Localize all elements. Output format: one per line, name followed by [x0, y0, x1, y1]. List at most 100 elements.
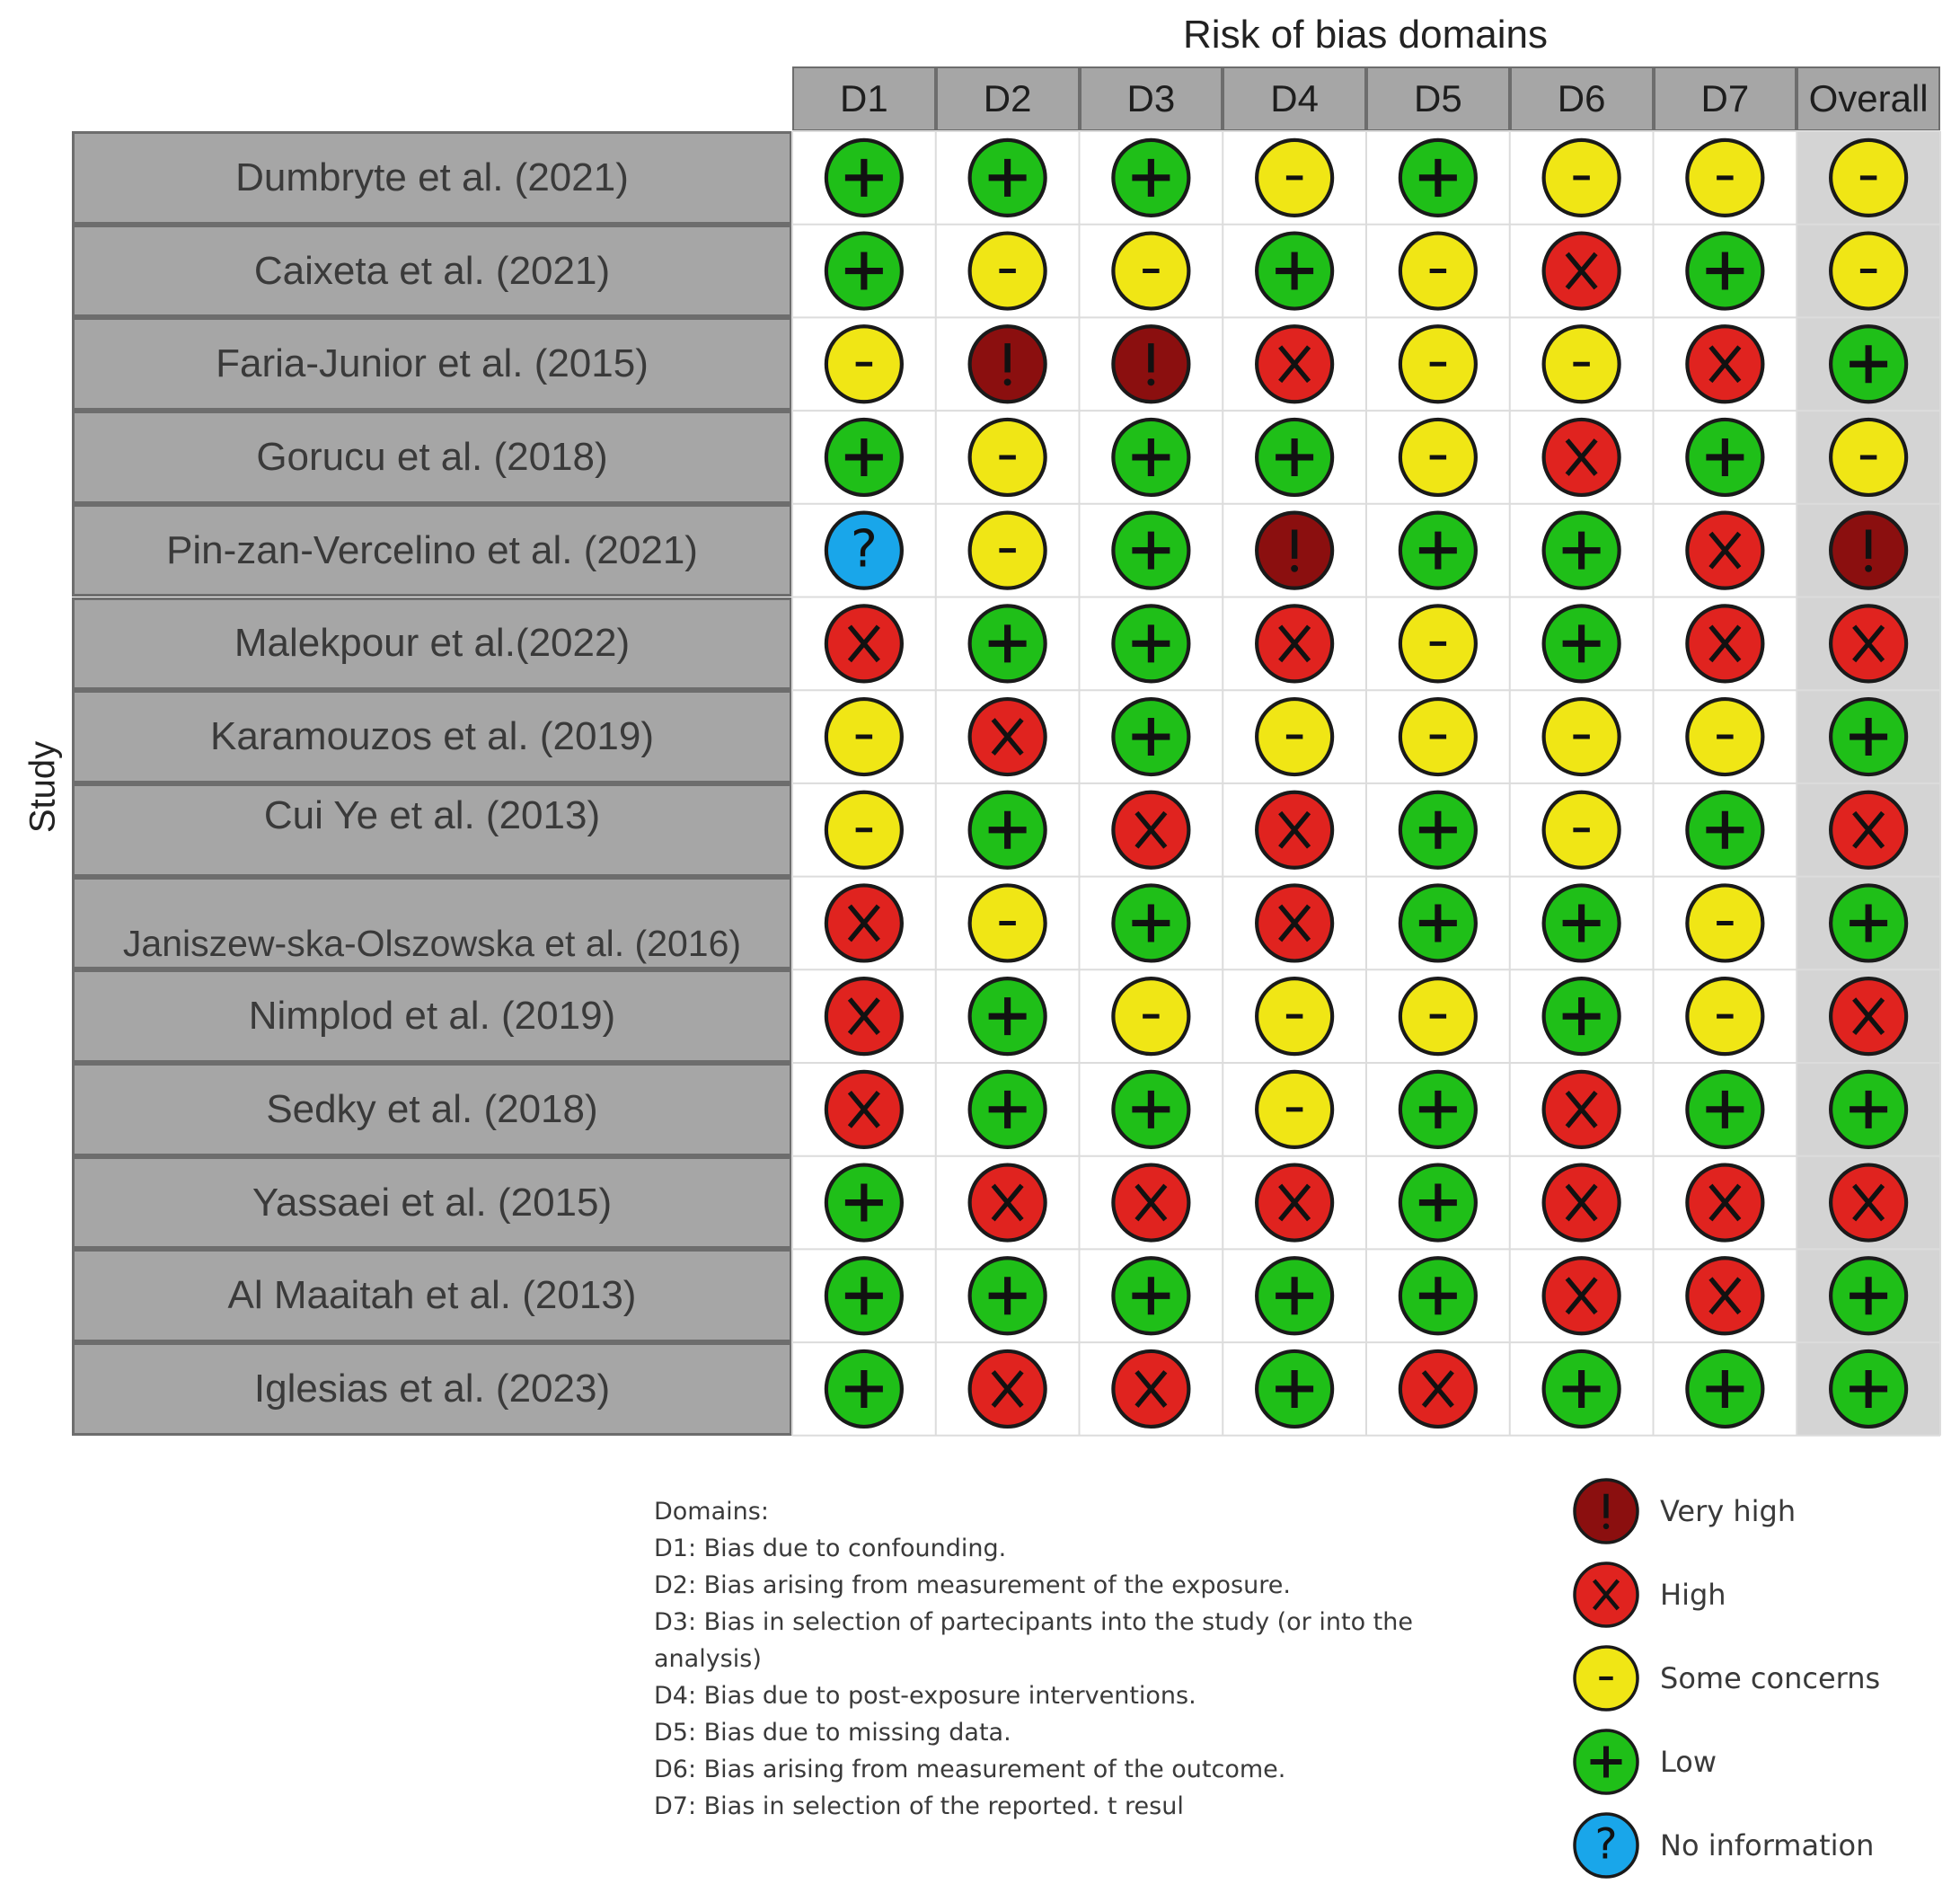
- rating-cell: [824, 1349, 904, 1429]
- x-icon: [1565, 1277, 1598, 1315]
- rating-cell: [824, 696, 904, 777]
- exclamation-dot: [1003, 378, 1011, 386]
- rating-cell: [1398, 1256, 1478, 1336]
- rating-cell: [1398, 604, 1478, 684]
- domain-note: D5: Bias due to missing data.: [654, 1719, 1011, 1747]
- plus-icon: [1132, 904, 1170, 942]
- rating-cell: [967, 1163, 1047, 1243]
- rating-cell: [1398, 324, 1478, 404]
- rating-cell: [1685, 137, 1765, 217]
- rating-cell: [1398, 510, 1478, 590]
- rating-cell: [1255, 1349, 1335, 1429]
- plus-icon: [1276, 252, 1314, 290]
- rating-cell: [1398, 696, 1478, 777]
- rating-cell: [967, 790, 1047, 870]
- rating-cell: [967, 1349, 1047, 1429]
- x-icon: [1565, 252, 1598, 290]
- x-icon: [1565, 1183, 1598, 1222]
- question-icon: ?: [1594, 1820, 1617, 1870]
- plus-icon: [844, 158, 883, 197]
- study-label: Nimplod et al. (2019): [72, 969, 792, 1063]
- rating-cell: [1541, 324, 1621, 404]
- rating-cell: [1829, 1256, 1909, 1336]
- x-icon: [847, 624, 880, 663]
- x-icon: [1708, 1183, 1742, 1222]
- question-icon: ?: [851, 519, 878, 579]
- plus-icon: [1706, 1090, 1744, 1128]
- rating-cell: [1255, 137, 1335, 217]
- study-label: Dumbryte et al. (2021): [72, 131, 792, 225]
- column-header-d3: D3: [1079, 66, 1223, 131]
- rating-cell: [1255, 604, 1335, 684]
- legend-marker: [1573, 1729, 1639, 1795]
- plus-icon: [1132, 1090, 1170, 1128]
- plus-icon: [1562, 904, 1601, 942]
- plus-icon: [844, 1183, 883, 1222]
- x-icon: [1135, 1370, 1168, 1408]
- plus-icon: [1706, 810, 1744, 849]
- plus-icon: [1706, 438, 1744, 476]
- rating-cell: [824, 604, 904, 684]
- x-icon: [1278, 345, 1311, 384]
- rating-cell: [967, 510, 1047, 590]
- plus-icon: [1850, 1090, 1888, 1128]
- rating-cell: [1541, 790, 1621, 870]
- rating-cell: [1685, 1163, 1765, 1243]
- rating-cell: [824, 883, 904, 963]
- rating-cell: [967, 883, 1047, 963]
- rating-cell: [1255, 1163, 1335, 1243]
- x-icon: [1421, 1370, 1454, 1408]
- plus-icon: [1418, 158, 1457, 197]
- rating-cell: [1111, 324, 1191, 404]
- chart-title: Risk of bias domains: [1183, 13, 1548, 57]
- rating-cell: [824, 1256, 904, 1336]
- rating-cell: [1111, 510, 1191, 590]
- plus-icon: [1850, 1277, 1888, 1315]
- rating-cell: [1685, 883, 1765, 963]
- rating-cell: [1255, 324, 1335, 404]
- domain-note: D1: Bias due to confounding.: [654, 1535, 1007, 1562]
- legend-marker: [1573, 1645, 1639, 1712]
- rating-cell: [1829, 417, 1909, 498]
- rating-cell: [1685, 696, 1765, 777]
- rating-cell: [1541, 231, 1621, 311]
- rating-cell: [1255, 696, 1335, 777]
- rating-cell: [1111, 696, 1191, 777]
- legend-label: No information: [1660, 1828, 1875, 1862]
- rating-cell: [1541, 510, 1621, 590]
- rating-cell: [1829, 604, 1909, 684]
- study-label: Pin-zan-Vercelino et al. (2021): [72, 503, 792, 597]
- x-icon: [1278, 904, 1311, 942]
- x-icon: [1135, 1183, 1168, 1222]
- legend-marker: [1573, 1478, 1639, 1544]
- plus-icon: [1132, 158, 1170, 197]
- rating-cell: [1541, 883, 1621, 963]
- rating-cell: [1111, 137, 1191, 217]
- plus-icon: [1562, 624, 1601, 663]
- x-icon: [847, 1090, 880, 1128]
- study-label: Al Maaitah et al. (2013): [72, 1249, 792, 1343]
- domain-note: D6: Bias arising from measurement of the…: [654, 1756, 1286, 1783]
- rating-cell: [1829, 1349, 1909, 1429]
- legend-marker: [1573, 1561, 1639, 1628]
- rating-cell: [1111, 1256, 1191, 1336]
- plus-icon: [844, 1277, 883, 1315]
- plus-icon: [1276, 1277, 1314, 1315]
- rating-cell: [1829, 231, 1909, 311]
- rating-cell: [1829, 1163, 1909, 1243]
- plus-icon: [1132, 438, 1170, 476]
- plus-icon: [844, 438, 883, 476]
- exclamation-dot: [1865, 564, 1873, 572]
- rating-cell: [1398, 883, 1478, 963]
- exclamation-dot: [1602, 1523, 1610, 1530]
- rating-cell: [1829, 1069, 1909, 1149]
- legend-label: Some concerns: [1660, 1661, 1881, 1695]
- rating-cell: [1398, 417, 1478, 498]
- study-label: Faria-Junior et al. (2015): [72, 317, 792, 411]
- plus-icon: [1850, 1369, 1888, 1408]
- study-label: Malekpour et al.(2022): [72, 597, 792, 691]
- rating-cell: [1541, 1256, 1621, 1336]
- rating-cell: [1111, 977, 1191, 1057]
- x-icon: [1708, 1277, 1742, 1315]
